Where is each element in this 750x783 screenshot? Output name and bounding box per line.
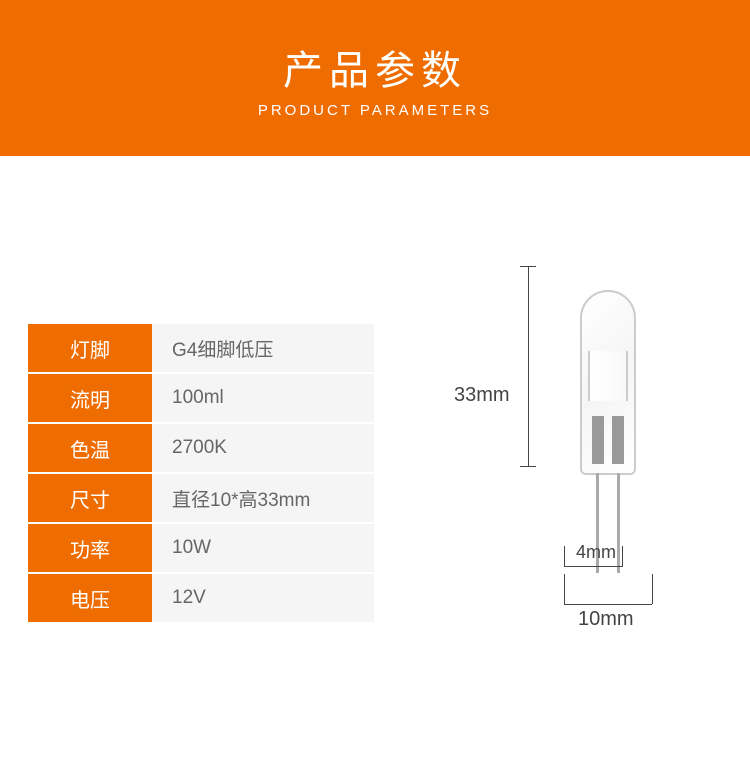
bulb-pin xyxy=(617,473,620,573)
dimension-line xyxy=(622,546,623,567)
spec-row: 功率 10W xyxy=(28,524,374,574)
bulb-notch xyxy=(588,351,628,401)
spec-label: 尺寸 xyxy=(28,474,152,522)
dimension-line xyxy=(528,266,529,466)
dimension-tick xyxy=(564,604,652,605)
bulb-filament xyxy=(592,416,604,464)
spec-label: 功率 xyxy=(28,524,152,572)
spec-row: 色温 2700K xyxy=(28,424,374,474)
bulb-illustration xyxy=(568,276,648,556)
spec-value: 2700K xyxy=(152,424,374,472)
spec-row: 流明 100ml xyxy=(28,374,374,424)
dimension-line xyxy=(564,574,565,604)
header-banner: 产品参数 PRODUCT PARAMETERS xyxy=(0,0,750,156)
dimension-width-label: 10mm xyxy=(578,608,634,631)
dimension-tick xyxy=(564,566,622,567)
bulb-filament xyxy=(612,416,624,464)
spec-label: 流明 xyxy=(28,374,152,422)
dimension-line xyxy=(652,574,653,604)
page-subtitle: PRODUCT PARAMETERS xyxy=(258,102,492,119)
spec-value: 100ml xyxy=(152,374,374,422)
spec-row: 电压 12V xyxy=(28,574,374,624)
spec-value: 直径10*高33mm xyxy=(152,474,374,522)
dimension-pin-label: 4mm xyxy=(576,542,616,563)
dimension-tick xyxy=(520,466,536,467)
bulb-diagram: 33mm 4mm 10mm xyxy=(440,256,720,696)
spec-value: G4细脚低压 xyxy=(152,324,374,372)
page-title: 产品参数 xyxy=(283,38,467,96)
spec-label: 色温 xyxy=(28,424,152,472)
dimension-height-label: 33mm xyxy=(454,384,510,407)
spec-row: 灯脚 G4细脚低压 xyxy=(28,324,374,374)
spec-label: 电压 xyxy=(28,574,152,622)
content-area: 灯脚 G4细脚低压 流明 100ml 色温 2700K 尺寸 直径10*高33m… xyxy=(0,156,750,324)
spec-label: 灯脚 xyxy=(28,324,152,372)
spec-value: 12V xyxy=(152,574,374,622)
spec-value: 10W xyxy=(152,524,374,572)
dimension-tick xyxy=(520,266,536,267)
dimension-line xyxy=(564,546,565,567)
spec-row: 尺寸 直径10*高33mm xyxy=(28,474,374,524)
spec-table: 灯脚 G4细脚低压 流明 100ml 色温 2700K 尺寸 直径10*高33m… xyxy=(28,324,374,624)
